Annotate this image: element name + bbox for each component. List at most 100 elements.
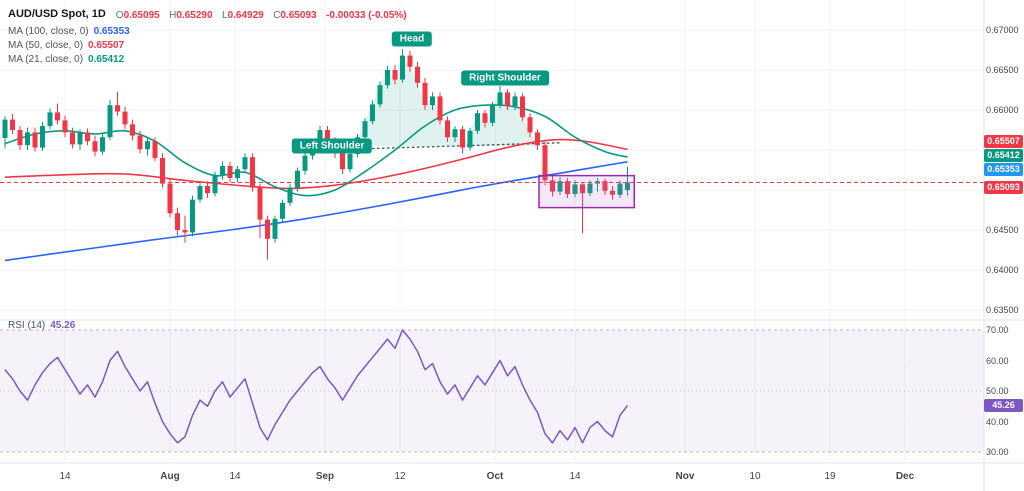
candle-body	[77, 132, 83, 145]
candle-body	[542, 145, 548, 181]
candle-body	[415, 66, 420, 83]
candle-body	[92, 141, 98, 152]
candle-body	[25, 132, 30, 146]
candle-body	[197, 186, 203, 200]
candle-body	[295, 170, 300, 188]
candle-body	[287, 187, 293, 203]
indicator-row[interactable]: MA (21, close, 0) 0.65412	[8, 54, 407, 65]
candle-body	[587, 183, 593, 194]
candle-body	[227, 166, 233, 178]
candle-body	[100, 137, 105, 152]
candle-body	[257, 187, 263, 220]
annotation-head[interactable]: Head	[391, 31, 433, 47]
pattern-fill	[312, 55, 545, 150]
indicator-row[interactable]: MA (100, close, 0) 0.65353	[8, 26, 407, 37]
indicator-value: 0.65353	[93, 26, 130, 37]
candle-body	[325, 130, 330, 142]
candle-body	[490, 105, 495, 123]
candle-body	[520, 96, 525, 118]
indicator-label: MA (50, close, 0)	[8, 40, 84, 51]
consolidation-box[interactable]	[538, 174, 635, 209]
candle-body	[527, 117, 533, 133]
candle-body	[250, 157, 255, 188]
candle-body	[242, 157, 248, 170]
rsi-legend[interactable]: RSI (14) 45.26	[8, 320, 75, 331]
rsi-value: 45.26	[50, 320, 76, 331]
candle-body	[40, 126, 45, 148]
candle-body	[220, 166, 225, 176]
candle-body	[272, 218, 278, 239]
rsi-line	[4, 329, 629, 444]
change-value: -0.00033 (-0.05%)	[326, 10, 407, 21]
candle-body	[182, 230, 188, 233]
candle-body	[512, 96, 518, 106]
candle-body	[85, 132, 90, 142]
symbol-title[interactable]: AUD/USD Spot, 1D	[8, 8, 106, 20]
indicator-label: MA (21, close, 0)	[8, 54, 84, 65]
candle-body	[437, 96, 443, 121]
candle-body	[565, 181, 570, 194]
candle-body	[625, 182, 630, 190]
candle-body	[370, 104, 375, 122]
candle-body	[130, 124, 135, 136]
candle-body	[175, 213, 180, 230]
symbol-row: AUD/USD Spot, 1D O0.65095 H0.65290 L0.64…	[8, 5, 407, 23]
candle-body	[497, 92, 503, 106]
candle-body	[452, 129, 458, 138]
candle-body	[385, 70, 390, 86]
high-value: 0.65290	[176, 10, 213, 21]
indicator-row[interactable]: MA (50, close, 0) 0.65507	[8, 40, 407, 51]
candle-body	[430, 96, 435, 106]
candle-body	[122, 111, 128, 125]
annotation-right-shoulder[interactable]: Right Shoulder	[461, 70, 549, 86]
indicator-label: MA (100, close, 0)	[8, 26, 89, 37]
candle-body	[167, 183, 173, 214]
candle-body	[617, 183, 623, 195]
close-value: 0.65093	[280, 10, 317, 21]
candle-body	[572, 184, 578, 194]
high-label: H	[169, 10, 177, 21]
candle-body	[347, 154, 353, 170]
candle-body	[610, 190, 615, 195]
annotation-left-shoulder[interactable]: Left Shoulder	[291, 138, 373, 154]
close-label: C	[273, 10, 281, 21]
candle-body	[340, 153, 345, 170]
candle-body	[152, 141, 158, 158]
candle-body	[475, 113, 480, 131]
candle-body	[2, 119, 8, 138]
open-value: 0.65095	[123, 10, 160, 21]
ohlc-readout: O0.65095 H0.65290 L0.64929 C0.65093 -0.0…	[111, 5, 407, 23]
ma50-line	[4, 138, 628, 190]
neckline[interactable]	[296, 142, 561, 152]
candle-body	[205, 186, 210, 194]
candle-body	[47, 112, 53, 126]
candle-body	[160, 158, 165, 184]
candle-body	[482, 113, 488, 123]
candle-body	[265, 219, 270, 239]
candle-body	[505, 92, 510, 106]
open-label: O	[115, 10, 124, 21]
candle-body	[145, 141, 150, 150]
candle-body	[70, 132, 75, 145]
rsi-label: RSI (14)	[8, 320, 46, 331]
candle-body	[400, 55, 405, 80]
candle-body	[377, 85, 383, 105]
candle-body	[107, 105, 113, 138]
candle-body	[235, 169, 240, 178]
candle-body	[137, 135, 143, 150]
candle-body	[580, 184, 585, 194]
candle-body	[212, 175, 218, 194]
candle-body	[392, 70, 398, 80]
candle-body	[602, 181, 608, 191]
candle-body	[10, 119, 15, 130]
candle-body	[535, 132, 540, 146]
candle-body	[280, 202, 285, 219]
candle-body	[467, 130, 473, 148]
candle-body	[17, 130, 23, 146]
ma100-line	[4, 160, 628, 262]
candle-body	[362, 121, 368, 138]
candle-body	[62, 120, 68, 133]
low-value: 0.64929	[227, 10, 264, 21]
